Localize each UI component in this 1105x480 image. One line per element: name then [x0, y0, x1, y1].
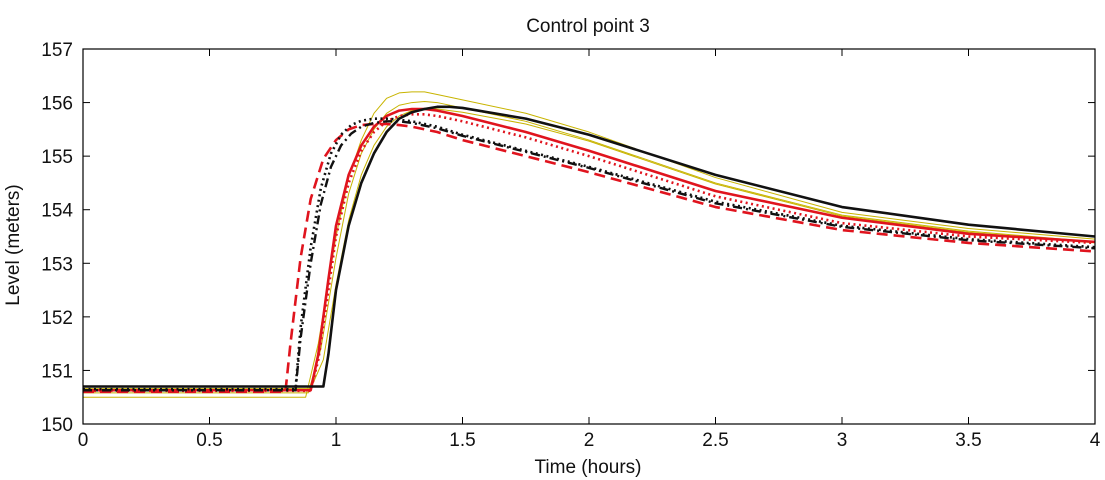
series-line-4: [83, 107, 1096, 392]
x-tick-label: 3: [837, 430, 848, 451]
series-line-6: [83, 122, 1096, 394]
series-line-9: [83, 120, 1096, 392]
x-tick-label: 2: [584, 430, 595, 451]
plot-area-frame: [82, 48, 1096, 425]
series-line-5: [83, 113, 1096, 393]
series-line-7: [83, 105, 1096, 388]
x-axis-title: Time (hours): [535, 457, 642, 478]
series-layer: [83, 91, 1096, 398]
x-tick-label: 2.5: [702, 430, 728, 451]
y-axis-title: Level (meters): [3, 184, 24, 305]
y-tick-label: 151: [41, 361, 73, 382]
series-line-8: [83, 117, 1096, 391]
series-line-1: [83, 91, 1096, 398]
y-tick-label: 156: [41, 94, 73, 115]
x-tick-label: 0.5: [196, 430, 222, 451]
y-tick-label: 157: [41, 40, 73, 61]
y-tick-label: 152: [41, 308, 73, 329]
x-tick-label: 1: [331, 430, 342, 451]
x-tick-label: 4: [1090, 430, 1101, 451]
x-tick-label: 3.5: [955, 430, 981, 451]
y-tick-label: 150: [41, 415, 73, 436]
series-line-2: [83, 101, 1096, 394]
y-tick-label: 154: [41, 201, 73, 222]
y-tick-label: 153: [41, 254, 73, 275]
x-tick-label: 0: [78, 430, 89, 451]
chart-title: Control point 3: [526, 16, 650, 37]
ticks-layer: 0 0.5 1 1.5 2 2.5 3 3.5 4 150 151 152 153 154 155 156 15…: [41, 40, 1100, 451]
x-tick-label: 1.5: [449, 430, 475, 451]
y-tick-label: 155: [41, 147, 73, 168]
